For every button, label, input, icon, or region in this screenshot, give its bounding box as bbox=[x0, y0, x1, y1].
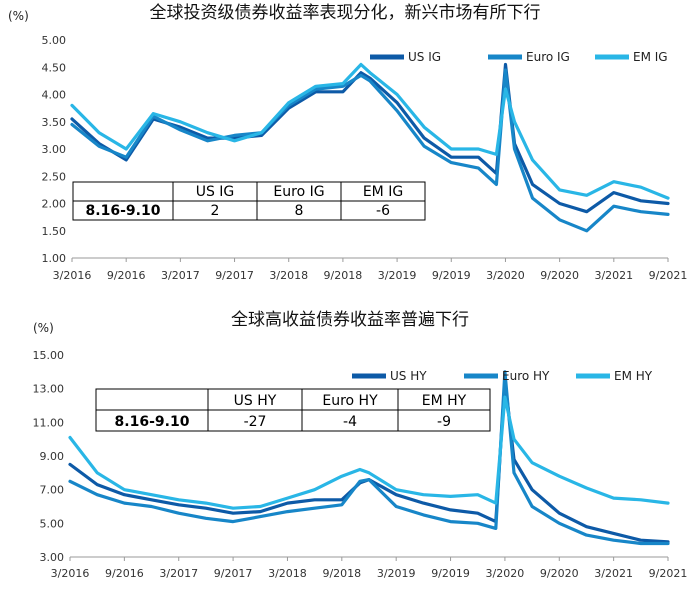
hy-y-tick-label: 7.00 bbox=[40, 484, 65, 497]
hy-table-row-label: 8.16-9.10 bbox=[115, 414, 190, 430]
ig-x-tick-label: 9/2019 bbox=[432, 269, 471, 282]
ig-legend-label: EM IG bbox=[633, 50, 668, 64]
hy-y-tick-label: 3.00 bbox=[40, 551, 65, 564]
hy-legend-label: US HY bbox=[390, 369, 427, 383]
hy-table-value: -27 bbox=[244, 414, 267, 430]
ig-legend: US IG Euro IG EM IG bbox=[370, 50, 668, 64]
ig-x-tick-label: 3/2018 bbox=[269, 269, 308, 282]
hy-series-line-euro-hy bbox=[68, 370, 670, 546]
hy-table-header: US HY bbox=[234, 393, 277, 409]
hy-y-tick-label: 9.00 bbox=[40, 450, 65, 463]
hy-y-tick-label: 15.00 bbox=[33, 349, 65, 362]
hy-table-header: Euro HY bbox=[322, 393, 378, 409]
hy-x-tick-label: 3/2016 bbox=[51, 567, 90, 580]
ig-chart-unit: (%) bbox=[8, 9, 29, 23]
ig-y-tick-label: 2.50 bbox=[42, 170, 67, 183]
ig-table-value: 8 bbox=[295, 203, 304, 219]
hy-change-table: 8.16-9.10 US HY -27 Euro HY -4 EM HY -9 bbox=[95, 388, 491, 432]
hy-table-header: EM HY bbox=[422, 393, 467, 409]
ig-y-tick-label: 3.00 bbox=[42, 143, 67, 156]
ig-table-header: EM IG bbox=[363, 184, 403, 200]
hy-x-tick-label: 3/2020 bbox=[486, 567, 525, 580]
ig-table-value: -6 bbox=[376, 203, 390, 219]
ig-chart: 全球投资级债券收益率表现分化，新兴市场有所下行 (%) 5.00 4.50 4.00… bbox=[8, 3, 687, 282]
hy-x-tick-label: 9/2020 bbox=[540, 567, 579, 580]
ig-y-tick-label: 2.00 bbox=[42, 198, 67, 211]
hy-series-line-em-hy bbox=[68, 395, 670, 510]
ig-y-tick-label: 4.50 bbox=[42, 61, 67, 74]
hy-chart-unit: (%) bbox=[33, 321, 54, 335]
ig-chart-title: 全球投资级债券收益率表现分化，新兴市场有所下行 bbox=[150, 3, 541, 23]
ig-table-header: US IG bbox=[196, 184, 235, 200]
hy-x-tick-label: 9/2021 bbox=[649, 567, 688, 580]
hy-chart: 全球高收益债券收益率普遍下行 (%) 15.00 13.00 11.00 9.00 7.… bbox=[33, 310, 688, 580]
ig-legend-label: US IG bbox=[408, 50, 441, 64]
ig-x-tick-label: 3/2017 bbox=[161, 269, 200, 282]
ig-x-tick-label: 9/2020 bbox=[540, 269, 579, 282]
hy-y-tick-label: 13.00 bbox=[33, 383, 65, 396]
hy-x-tick-label: 9/2017 bbox=[214, 567, 253, 580]
ig-legend-label: Euro IG bbox=[526, 50, 570, 64]
hy-legend-label: EM HY bbox=[614, 369, 653, 383]
hy-x-tick-label: 3/2021 bbox=[594, 567, 633, 580]
ig-y-tick-label: 5.00 bbox=[42, 34, 67, 47]
hy-legend-label: Euro HY bbox=[502, 369, 550, 383]
hy-x-tick-label: 3/2019 bbox=[377, 567, 416, 580]
ig-x-tick-label: 3/2016 bbox=[53, 269, 92, 282]
ig-x-tick-label: 3/2020 bbox=[486, 269, 525, 282]
hy-legend: US HY Euro HY EM HY bbox=[352, 369, 653, 383]
ig-table-value: 2 bbox=[211, 203, 220, 219]
hy-x-tick-label: 9/2016 bbox=[105, 567, 144, 580]
hy-x-tick-label: 9/2019 bbox=[431, 567, 470, 580]
ig-table-row-label: 8.16-9.10 bbox=[86, 203, 161, 219]
ig-x-tick-label: 3/2021 bbox=[594, 269, 633, 282]
ig-x-tick-label: 9/2021 bbox=[649, 269, 688, 282]
hy-y-tick-label: 11.00 bbox=[33, 416, 65, 429]
hy-y-tick-label: 5.00 bbox=[40, 517, 65, 530]
ig-x-tick-label: 9/2018 bbox=[324, 269, 363, 282]
hy-x-tick-label: 3/2018 bbox=[268, 567, 307, 580]
ig-series-line-euro-ig bbox=[70, 68, 670, 233]
hy-chart-title: 全球高收益债券收益率普遍下行 bbox=[231, 310, 469, 330]
ig-x-tick-label: 3/2019 bbox=[378, 269, 417, 282]
ig-x-tick-label: 9/2017 bbox=[215, 269, 254, 282]
ig-y-tick-label: 1.00 bbox=[42, 252, 67, 265]
ig-x-tick-label: 9/2016 bbox=[107, 269, 146, 282]
hy-x-tick-label: 3/2017 bbox=[159, 567, 198, 580]
ig-series-line-us-ig bbox=[70, 62, 670, 214]
hy-x-tick-label: 9/2018 bbox=[322, 567, 361, 580]
ig-y-tick-label: 3.50 bbox=[42, 116, 67, 129]
hy-table-value: -9 bbox=[437, 414, 451, 430]
hy-table-value: -4 bbox=[343, 414, 357, 430]
ig-y-tick-label: 1.50 bbox=[42, 225, 67, 238]
ig-table-header: Euro IG bbox=[273, 184, 324, 200]
ig-y-tick-label: 4.00 bbox=[42, 89, 67, 102]
ig-change-table: 8.16-9.10 US IG 2 Euro IG 8 EM IG -6 bbox=[72, 181, 426, 221]
ig-series-line-em-ig bbox=[70, 62, 670, 200]
hy-series-line-us-hy bbox=[68, 378, 670, 544]
